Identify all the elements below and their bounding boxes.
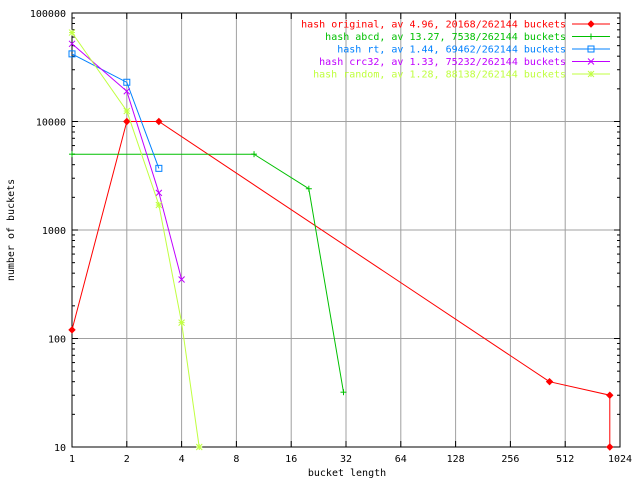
data-point — [69, 151, 75, 158]
marker-square — [68, 50, 76, 58]
x-tick-label: 2 — [124, 454, 130, 465]
data-point — [155, 189, 163, 197]
marker-diamond — [606, 391, 614, 399]
marker-star-b — [155, 201, 163, 209]
y-tick-label: 10 — [54, 443, 66, 454]
data-point — [606, 443, 614, 451]
data-point — [606, 391, 614, 399]
data-point — [587, 58, 595, 65]
data-point — [123, 78, 131, 86]
axes: 1 2 4 8 16 32 64 128 256 512 1024 10 100 1000 10000 100… — [30, 9, 632, 465]
legend-label: hash random, av 1.28, 88138/262144 bucke… — [313, 70, 566, 81]
y-tick-label: 10000 — [36, 118, 66, 129]
x-tick-label: 1024 — [608, 454, 632, 465]
data-point — [340, 389, 347, 396]
data-point — [587, 20, 595, 28]
series-line — [71, 121, 611, 447]
data-point — [155, 117, 163, 126]
data-point — [155, 201, 163, 209]
x-tick-label: 64 — [395, 454, 407, 465]
marker-cross-b — [68, 40, 76, 48]
data-point — [68, 40, 76, 48]
data-point — [587, 70, 595, 78]
data-point — [123, 87, 131, 95]
y-tick-label: 100000 — [30, 9, 66, 20]
x-tick-label: 512 — [556, 454, 574, 465]
marker-square — [155, 164, 163, 172]
data-point — [68, 326, 76, 334]
marker-diamond — [587, 20, 595, 28]
x-tick-label: 1 — [69, 454, 75, 465]
legend-label: hash original, av 4.96, 20168/262144 buc… — [301, 20, 566, 31]
data-point — [68, 50, 76, 58]
legend: hash original, av 4.96, 20168/262144 buc… — [301, 20, 610, 81]
marker-star-b — [123, 107, 131, 115]
marker-square — [123, 78, 131, 86]
marker-star-b — [587, 70, 595, 78]
y-tick-label: 1000 — [42, 226, 66, 237]
x-tick-label: 32 — [340, 454, 352, 465]
data-point — [195, 443, 203, 451]
legend-label: hash rt, av 1.44, 69462/262144 buckets — [337, 45, 566, 56]
x-tick-label: 128 — [447, 454, 465, 465]
marker-diamond — [68, 326, 76, 334]
y-tick-label: 100 — [48, 335, 66, 346]
marker-diamond — [545, 377, 554, 386]
data-point — [155, 164, 163, 172]
marker-cross-b — [178, 276, 185, 283]
data-point — [251, 151, 258, 158]
marker-cross-b — [155, 189, 163, 197]
legend-label: hash crc32, av 1.33, 75232/262144 bucket… — [319, 57, 566, 68]
series-line — [71, 43, 183, 280]
series-line — [72, 153, 344, 393]
data-point — [305, 185, 312, 192]
marker-diamond — [155, 117, 163, 126]
marker-star-b — [68, 29, 76, 36]
data-point — [123, 107, 131, 115]
data-point — [588, 33, 594, 40]
data-point — [178, 319, 185, 326]
x-tick-label: 16 — [285, 454, 297, 465]
marker-star-b — [178, 319, 185, 326]
marker-diamond — [123, 117, 131, 126]
data-point — [178, 276, 185, 283]
y-axis-label: number of buckets — [6, 179, 17, 281]
x-axis-label: bucket length — [308, 468, 386, 479]
legend-label: hash abcd, av 13.27, 7538/262144 buckets — [325, 32, 566, 43]
marker-square — [587, 45, 595, 53]
series-lines — [68, 29, 614, 451]
x-tick-label: 4 — [179, 454, 185, 465]
x-tick-label: 256 — [501, 454, 519, 465]
marker-cross-b — [123, 87, 131, 95]
series-line — [71, 53, 160, 169]
marker-star-b — [195, 443, 203, 451]
grid — [72, 13, 620, 447]
data-point — [123, 117, 131, 126]
marker-cross-b — [587, 58, 595, 65]
data-point — [545, 377, 554, 386]
data-point — [587, 45, 595, 53]
x-tick-label: 8 — [233, 454, 239, 465]
data-point — [68, 29, 76, 36]
marker-diamond — [606, 443, 614, 451]
